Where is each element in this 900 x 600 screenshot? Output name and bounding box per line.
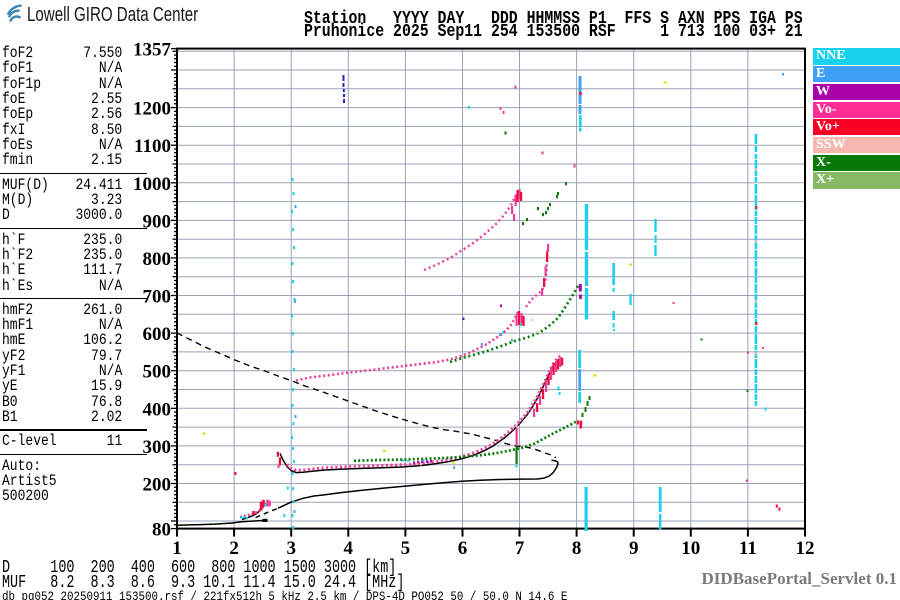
svg-text:900: 900 [143, 211, 172, 232]
svg-text:2: 2 [229, 538, 239, 559]
svg-text:1: 1 [172, 538, 182, 559]
svg-text:600: 600 [143, 324, 172, 345]
svg-text:1357: 1357 [133, 40, 172, 61]
svg-text:6: 6 [458, 538, 468, 559]
svg-text:1000: 1000 [133, 174, 171, 195]
svg-text:10: 10 [681, 538, 700, 559]
svg-text:80: 80 [152, 520, 171, 541]
svg-text:700: 700 [143, 287, 172, 308]
svg-text:300: 300 [143, 437, 172, 458]
svg-text:1200: 1200 [133, 99, 171, 120]
svg-text:200: 200 [143, 475, 172, 496]
svg-text:1100: 1100 [134, 136, 171, 157]
svg-text:7: 7 [515, 538, 525, 559]
svg-text:400: 400 [143, 399, 172, 420]
svg-text:500: 500 [143, 362, 172, 383]
svg-text:5: 5 [401, 538, 411, 559]
svg-text:11: 11 [739, 538, 757, 559]
svg-text:4: 4 [344, 538, 354, 559]
svg-text:12: 12 [796, 538, 815, 559]
svg-text:9: 9 [629, 538, 639, 559]
svg-text:8: 8 [572, 538, 582, 559]
svg-text:800: 800 [143, 249, 172, 270]
svg-text:3: 3 [286, 538, 296, 559]
